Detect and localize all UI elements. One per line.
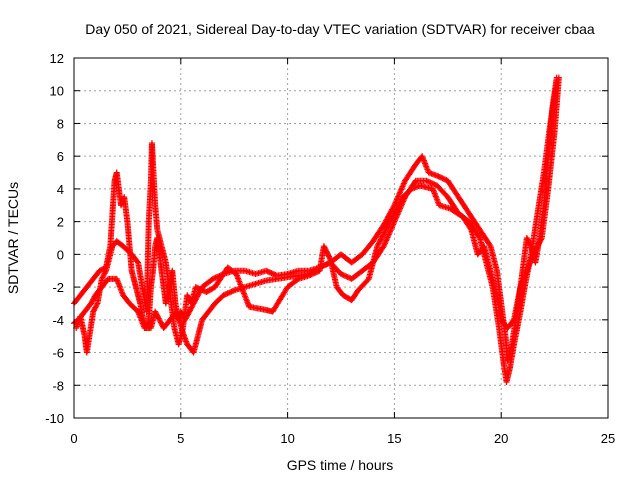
data-point-marker <box>427 179 434 186</box>
data-point-marker <box>434 172 441 179</box>
data-point-marker <box>344 274 351 281</box>
data-point-marker <box>322 247 329 254</box>
data-point-marker <box>268 270 275 277</box>
y-tick-label: 2 <box>57 215 64 230</box>
x-tick-label: 20 <box>494 431 508 446</box>
data-point-marker <box>227 289 234 296</box>
data-point-marker <box>209 275 216 282</box>
data-point-marker <box>430 180 437 187</box>
series-track-2 <box>71 79 560 385</box>
x-tick-label: 10 <box>280 431 294 446</box>
data-point-marker <box>467 225 474 232</box>
data-point-marker <box>442 176 449 183</box>
data-point-marker <box>439 175 446 182</box>
data-point-marker <box>196 285 203 292</box>
data-point-marker <box>428 180 435 187</box>
data-point-marker <box>134 258 141 265</box>
data-point-marker <box>311 270 318 277</box>
y-tick-label: -10 <box>45 411 64 426</box>
data-point-marker <box>321 244 328 251</box>
data-point-marker <box>221 291 228 298</box>
y-tick-label: 0 <box>57 247 64 262</box>
data-point-marker <box>192 284 199 291</box>
data-point-marker <box>342 272 349 279</box>
y-tick-label: -2 <box>52 280 64 295</box>
data-point-marker <box>199 287 206 294</box>
data-point-marker <box>436 174 443 181</box>
data-point-marker <box>440 175 447 182</box>
data-point-marker <box>555 74 562 81</box>
data-point-marker <box>224 290 231 297</box>
x-axis-label: GPS time / hours <box>287 457 394 473</box>
data-point-marker <box>538 236 545 243</box>
y-tick-label: -6 <box>52 346 64 361</box>
data-point-marker <box>264 268 271 275</box>
data-point-marker <box>93 301 100 308</box>
data-point-marker <box>322 245 329 252</box>
data-point-marker <box>326 253 333 260</box>
data-point-marker <box>325 252 332 259</box>
data-point-marker <box>343 273 350 280</box>
data-point-marker <box>194 284 201 291</box>
data-point-marker <box>320 243 327 250</box>
data-point-marker <box>309 270 316 277</box>
data-point-marker <box>424 178 431 185</box>
data-point-marker <box>431 181 438 188</box>
data-point-marker <box>312 269 319 276</box>
y-tick-label: 6 <box>57 149 64 164</box>
chart-title: Day 050 of 2021, Sidereal Day-to-day VTE… <box>85 21 595 37</box>
data-point-marker <box>198 286 205 293</box>
data-point-marker <box>339 271 346 278</box>
x-tick-label: 5 <box>177 431 184 446</box>
y-tick-label: 4 <box>57 182 64 197</box>
data-point-marker <box>324 251 331 258</box>
y-axis-label: SDTVAR / TECUs <box>5 182 21 294</box>
data-point-marker <box>323 261 330 268</box>
data-point-marker <box>223 291 230 298</box>
data-point-marker <box>220 292 227 299</box>
data-point-marker <box>102 269 109 276</box>
data-point-marker <box>228 288 235 295</box>
data-points <box>71 74 562 385</box>
data-point-marker <box>313 268 320 275</box>
data-point-marker <box>486 241 493 248</box>
data-point-marker <box>212 274 219 281</box>
y-tick-label: -4 <box>52 313 64 328</box>
tick-labels: 0 5 10 15 20 25 -10 -8 -6 -4 -2 0 2 4 6 8 10 12 <box>45 51 615 446</box>
data-point-marker <box>225 289 232 296</box>
data-point-marker <box>307 272 314 279</box>
y-tick-label: -8 <box>52 378 64 393</box>
x-tick-label: 0 <box>70 431 77 446</box>
x-tick-label: 15 <box>387 431 401 446</box>
plot-frame <box>73 57 609 419</box>
data-point-marker <box>267 269 274 276</box>
data-point-marker <box>263 267 270 274</box>
data-point-marker <box>510 317 517 324</box>
y-tick-label: 10 <box>50 84 64 99</box>
data-point-marker <box>438 174 445 181</box>
y-tick-label: 8 <box>57 116 64 131</box>
x-tick-label: 25 <box>601 431 615 446</box>
data-point-marker <box>211 275 218 282</box>
data-point-marker <box>269 270 276 277</box>
data-point-marker <box>195 285 202 292</box>
data-point-marker <box>435 173 442 180</box>
data-point-marker <box>423 177 430 184</box>
data-point-marker <box>340 272 347 279</box>
data-point-marker <box>294 276 301 283</box>
y-tick-label: 12 <box>50 51 64 66</box>
data-point-marker <box>229 287 236 294</box>
data-point-marker <box>338 271 344 277</box>
data-point-marker <box>323 248 330 255</box>
data-point-marker <box>265 268 272 275</box>
data-point-marker <box>326 254 333 261</box>
data-point-marker <box>426 178 433 185</box>
data-point-marker <box>308 271 315 278</box>
data-point-marker <box>476 233 483 240</box>
data-point-marker <box>305 272 312 279</box>
series-track-3 <box>73 74 562 356</box>
data-point-marker <box>324 249 331 256</box>
